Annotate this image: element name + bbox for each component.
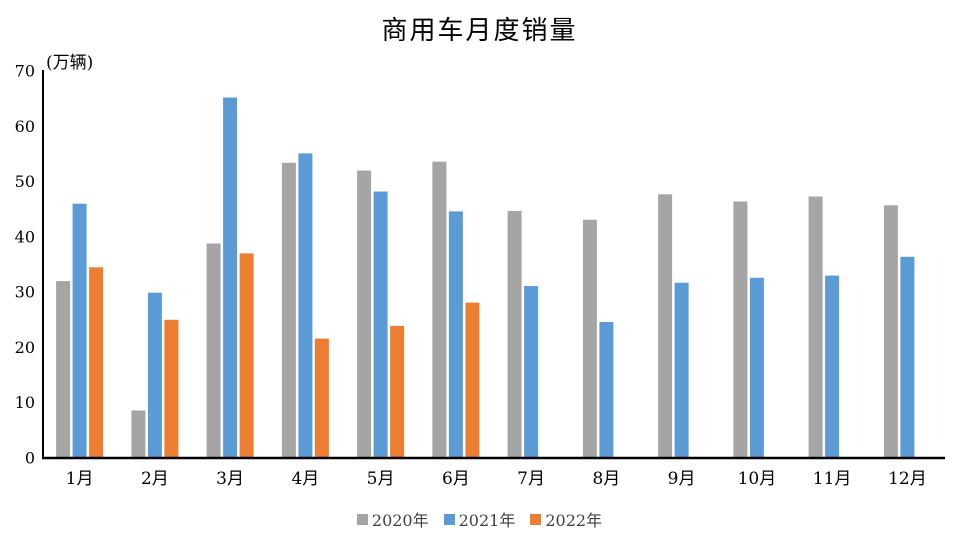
bar-2020年-3月	[206, 243, 221, 458]
x-axis-label-10月: 10月	[738, 469, 777, 489]
legend-swatch-2020	[356, 513, 368, 525]
legend-label-2020: 2020年	[371, 511, 429, 530]
bar-2021年-11月	[825, 275, 840, 458]
legend-swatch-2022	[530, 513, 542, 525]
bar-2021年-4月	[298, 153, 313, 458]
bar-2021年-5月	[373, 191, 388, 458]
bar-2022年-3月	[239, 253, 254, 458]
y-tick-label-50: 50	[15, 172, 35, 191]
bar-2020年-6月	[432, 161, 447, 458]
bar-2022年-2月	[164, 319, 179, 458]
y-tick-label-20: 20	[15, 338, 35, 357]
y-tick-label-60: 60	[15, 117, 35, 136]
bar-2022年-1月	[89, 267, 104, 458]
bar-2022年-4月	[314, 338, 329, 458]
y-tick-label-30: 30	[15, 283, 35, 302]
bar-2020年-5月	[357, 170, 372, 458]
y-axis-unit-label: (万辆)	[46, 53, 94, 73]
x-axis-label-3月: 3月	[216, 469, 244, 489]
x-axis-label-8月: 8月	[592, 469, 620, 489]
x-axis-label-5月: 5月	[367, 469, 395, 489]
x-axis-label-4月: 4月	[291, 469, 319, 489]
bar-2021年-1月	[72, 203, 87, 458]
legend-label-2022: 2022年	[545, 511, 603, 530]
legend-swatch-2021	[443, 513, 455, 525]
bar-2020年-12月	[883, 205, 898, 458]
bar-2020年-8月	[582, 219, 597, 458]
bar-2020年-9月	[658, 194, 673, 459]
bar-2021年-9月	[674, 282, 689, 458]
chart-title: 商用车月度销量	[381, 16, 578, 46]
y-tick-label-0: 0	[25, 449, 35, 468]
x-axis-label-1月: 1月	[66, 469, 94, 489]
bar-2020年-4月	[281, 162, 296, 459]
bar-2022年-6月	[465, 302, 480, 458]
bar-2021年-7月	[524, 286, 539, 458]
bar-2021年-10月	[749, 277, 764, 458]
y-tick-label-10: 10	[15, 393, 35, 412]
bar-2020年-2月	[131, 410, 146, 458]
x-axis-label-12月: 12月	[888, 469, 927, 489]
x-axis-label-6月: 6月	[442, 469, 470, 489]
legend-item-2021: 2021年	[443, 507, 516, 531]
bar-2020年-7月	[507, 210, 522, 458]
x-axis-label-9月: 9月	[668, 469, 696, 489]
x-axis-label-2月: 2月	[141, 469, 169, 489]
bar-2021年-3月	[223, 97, 238, 458]
y-tick-label-70: 70	[15, 62, 35, 81]
y-tick-label-40: 40	[15, 227, 35, 246]
x-axis-label-11月: 11月	[813, 469, 852, 489]
legend-item-2022: 2022年	[530, 507, 602, 531]
x-axis-label-7月: 7月	[517, 469, 545, 489]
bar-2021年-6月	[448, 211, 463, 458]
bar-2020年-11月	[808, 196, 823, 458]
bar-2020年-10月	[733, 201, 748, 458]
bar-2020年-1月	[56, 281, 71, 458]
bar-2021年-12月	[900, 256, 915, 458]
bar-2022年-5月	[390, 325, 405, 458]
chart-legend: 2020年 2021年 2022年	[0, 507, 959, 531]
bar-2021年-8月	[599, 322, 614, 458]
legend-item-2020: 2020年	[356, 507, 429, 531]
bar-2021年-2月	[147, 292, 162, 458]
legend-label-2021: 2021年	[458, 511, 516, 530]
